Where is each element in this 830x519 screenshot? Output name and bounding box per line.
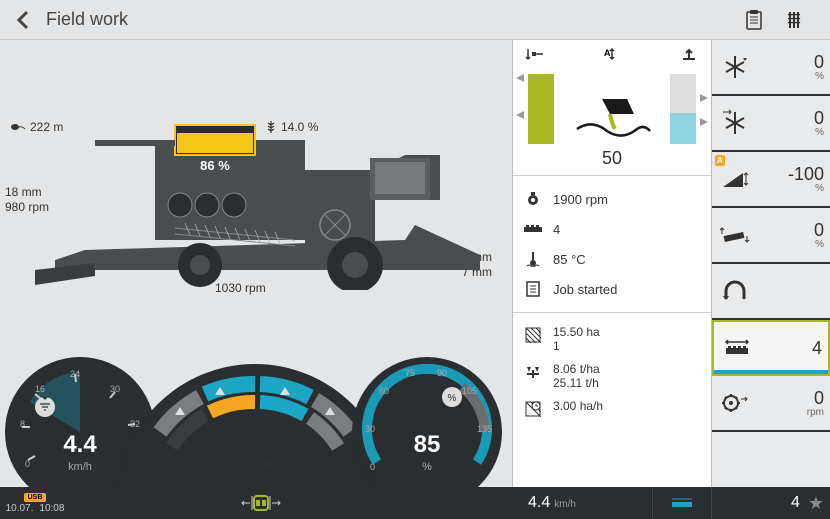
stat-coolant: 85 °C [523,244,701,274]
header-auto-icon: A [602,46,622,62]
footer-bar: USB 10.07.10:08 4.4 km/h 4 ★ [0,487,830,519]
job-icon [523,279,543,299]
header-height-value: 50 [519,144,705,169]
area-icon [523,325,543,345]
implement-width-icon [720,331,754,365]
stat-engine-rpm: 1900 rpm [523,184,701,214]
clipboard-icon[interactable] [743,9,765,31]
combine-diagram: 222 m 14.0 % 18 mm 980 rpm 14 mm 7 mm 10… [0,40,512,300]
setting-reel-fwd[interactable]: 0% [712,40,830,96]
yield-icon [523,362,543,382]
svg-text:|||: ||| [265,459,273,470]
svg-text:0: 0 [25,459,30,469]
header-control-widget: A 50 [513,40,711,175]
job-rate: 3.00 ha/h [523,395,701,423]
right-panel: 0% 0% A -100% 0% 4 0rpm [712,40,830,487]
svg-text:km/h: km/h [68,461,92,473]
auto-badge: A [715,155,725,166]
svg-text:75: 75 [405,368,415,378]
setting-tilt[interactable]: 0% [712,208,830,264]
page-title: Field work [46,9,743,30]
setting-reel-rev[interactable]: 0% [712,96,830,152]
stat-job: Job started [523,274,701,304]
svg-text:%: % [448,393,457,404]
reel-fwd-icon [718,50,752,84]
footer-datetime[interactable]: USB 10.07.10:08 [0,493,70,514]
svg-text:%: % [422,461,432,473]
svg-text:0: 0 [370,462,375,472]
svg-text:90: 90 [437,368,447,378]
gauges-area: 0816243032 4.4 km/h [0,342,512,487]
grain-icon[interactable] [783,9,805,31]
svg-text:60: 60 [379,386,389,396]
header-down-icon [525,46,545,62]
setting-height-auto[interactable]: A -100% [712,152,830,208]
tilt-icon [718,218,752,252]
reel-rev-icon [718,106,752,140]
svg-text:30: 30 [365,424,375,434]
svg-text:A: A [604,48,611,58]
stat-implement: 4 [523,214,701,244]
gear-arrow-icon [718,386,752,420]
back-button[interactable] [10,8,34,32]
implement-icon [523,219,543,239]
footer-speed: 4.4 km/h [452,494,652,512]
left-panel: 222 m 14.0 % 18 mm 980 rpm 14 mm 7 mm 10… [0,40,512,487]
setting-turn[interactable] [712,264,830,320]
footer-implement-icon [670,496,694,510]
favorite-star-icon[interactable]: ★ [808,493,824,514]
footer-implement[interactable] [652,487,712,519]
svg-text:86 %: 86 % [200,158,230,173]
setting-gear[interactable]: 0rpm [712,376,830,432]
svg-text:♨: ♨ [230,459,239,470]
mid-panel: A 50 [512,40,712,487]
svg-text:135: 135 [477,424,492,434]
usb-badge: USB [24,493,47,502]
svg-text:16: 16 [35,384,45,394]
header-up-icon [679,46,699,62]
footer-implement-val: 4 [791,494,800,512]
svg-text:85: 85 [414,431,441,458]
temp-icon [523,249,543,269]
setting-implement[interactable]: 4 [712,320,830,376]
height-auto-icon [718,162,752,196]
gauge-load: 0 30 60 75 90 105 135 % 85 % [347,352,507,487]
svg-text:105: 105 [462,386,477,396]
engine-icon [523,189,543,209]
header-bar: Field work [0,0,830,40]
job-yield: 8.06 t/ha25.11 t/h [523,358,701,395]
svg-text:4.4: 4.4 [63,431,97,458]
turn-icon [718,274,752,308]
header-profile-icon [572,89,652,144]
job-area: 15.50 ha1 [523,321,701,358]
rate-icon [523,399,543,419]
combine-svg: 86 % [35,110,485,290]
guidance-icon[interactable] [236,490,286,516]
